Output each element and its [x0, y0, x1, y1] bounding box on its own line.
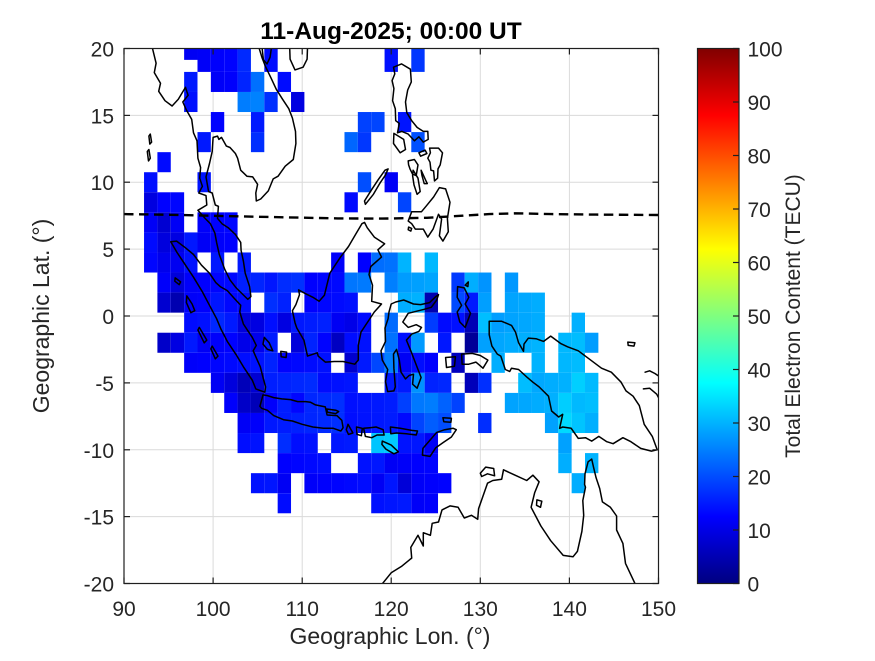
svg-text:140: 140	[552, 598, 587, 621]
svg-text:30: 30	[748, 413, 771, 436]
svg-text:10: 10	[748, 520, 771, 543]
svg-text:20: 20	[91, 39, 114, 62]
svg-text:20: 20	[748, 467, 771, 490]
svg-text:-10: -10	[84, 440, 114, 463]
svg-text:150: 150	[641, 598, 676, 621]
svg-text:70: 70	[748, 199, 771, 222]
svg-text:Geographic Lon. (°): Geographic Lon. (°)	[290, 623, 491, 649]
svg-text:5: 5	[102, 239, 114, 262]
svg-text:Geographic Lat. (°): Geographic Lat. (°)	[28, 219, 54, 414]
svg-text:50: 50	[748, 306, 771, 329]
svg-text:0: 0	[102, 306, 114, 329]
svg-text:-5: -5	[95, 373, 114, 396]
svg-text:Total Electron Content (TECU): Total Electron Content (TECU)	[782, 174, 805, 458]
svg-text:60: 60	[748, 253, 771, 276]
svg-text:-15: -15	[84, 507, 114, 530]
svg-text:10: 10	[91, 172, 114, 195]
svg-text:110: 110	[285, 598, 318, 621]
svg-text:80: 80	[748, 146, 771, 169]
svg-text:120: 120	[374, 598, 409, 621]
svg-text:0: 0	[748, 574, 760, 597]
svg-text:11-Aug-2025; 00:00 UT: 11-Aug-2025; 00:00 UT	[260, 18, 521, 45]
svg-text:130: 130	[463, 598, 498, 621]
svg-text:100: 100	[748, 39, 783, 62]
svg-text:100: 100	[196, 598, 231, 621]
svg-text:90: 90	[748, 92, 771, 115]
svg-text:90: 90	[112, 598, 135, 621]
svg-text:40: 40	[748, 360, 771, 383]
svg-text:15: 15	[91, 105, 114, 128]
svg-text:-20: -20	[84, 574, 114, 597]
